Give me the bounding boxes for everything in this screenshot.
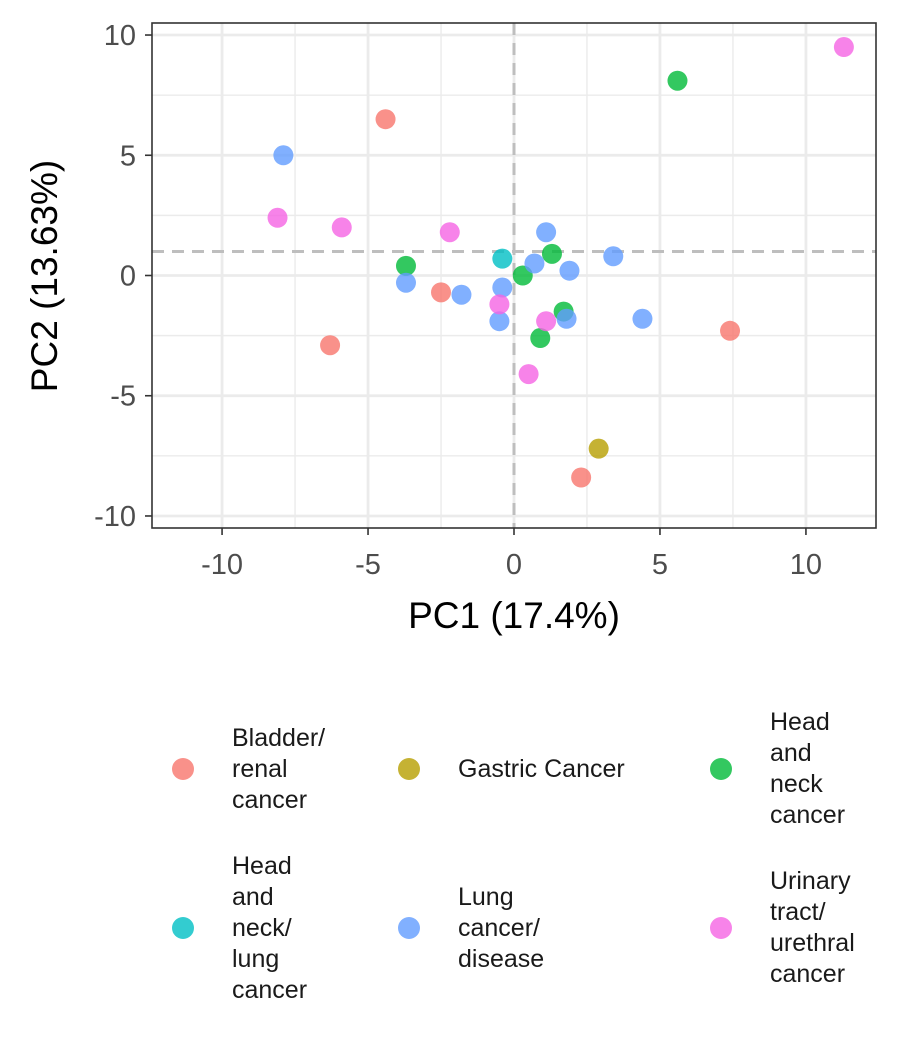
data-point: [492, 248, 513, 269]
legend-label: Head and neck cancer: [770, 708, 846, 829]
legend-key-marker: [172, 917, 194, 939]
y-axis: -10 -5 0 5 10: [94, 20, 152, 533]
data-point: [489, 294, 510, 315]
data-point: [632, 308, 653, 329]
data-point: [331, 217, 352, 238]
legend-label: Head and neck/lung cancer: [232, 851, 308, 1004]
data-point: [720, 320, 741, 341]
data-point: [536, 222, 557, 243]
y-tick-label: 5: [120, 140, 136, 172]
data-point: [603, 246, 624, 267]
y-tick-label: 0: [120, 261, 136, 293]
chart-area: -10 -5 0 5 10 -10 -5 0 5 10 PC1 (17.4%) PC2 (13.…: [24, 20, 877, 636]
data-point: [541, 243, 562, 264]
data-point: [559, 260, 580, 281]
legend-key-marker: [710, 758, 732, 780]
y-tick-label: -10: [94, 501, 136, 533]
data-point: [395, 272, 416, 293]
data-point: [273, 145, 294, 166]
legend-key-marker: [398, 758, 420, 780]
data-point: [556, 308, 577, 329]
x-tick-label: -10: [201, 549, 243, 581]
legend-label: Urinary tract/urethral cancer: [770, 867, 855, 988]
data-point: [489, 311, 510, 332]
legend-key-marker: [172, 758, 194, 780]
data-point: [833, 37, 854, 58]
data-points: [267, 37, 854, 488]
pca-scatter-plot: -10 -5 0 5 10 -10 -5 0 5 10 PC1 (17.4%) PC2 (13.…: [24, 20, 877, 636]
legend-item: Bladder/renal cancer: [172, 723, 325, 816]
data-point: [536, 311, 557, 332]
y-axis-title: PC2 (13.63%): [24, 160, 65, 392]
data-point: [518, 364, 539, 385]
data-point: [439, 222, 460, 243]
data-point: [375, 109, 396, 130]
data-point: [667, 70, 688, 91]
data-point: [571, 467, 592, 488]
data-point: [320, 335, 341, 356]
data-point: [395, 255, 416, 276]
data-point: [267, 207, 288, 228]
x-tick-label: 10: [790, 549, 822, 581]
legend-item: Lung cancer/disease: [398, 882, 544, 975]
x-axis-title: PC1 (17.4%): [408, 595, 620, 636]
legend-key-marker: [710, 917, 732, 939]
legend-item: Head and neck cancer: [710, 707, 845, 831]
data-point: [588, 438, 609, 459]
legend-label: Gastric Cancer: [458, 754, 625, 783]
data-point: [524, 253, 545, 274]
legend-key-marker: [398, 917, 420, 939]
legend-label: Lung cancer/disease: [458, 882, 545, 973]
legend-item: Head and neck/lung cancer: [172, 851, 307, 1006]
y-tick-label: 10: [104, 20, 136, 52]
legend-item: Urinary tract/urethral cancer: [710, 866, 855, 990]
x-axis: -10 -5 0 5 10: [201, 528, 822, 581]
reference-lines: [152, 23, 876, 528]
data-point: [431, 282, 452, 303]
data-point: [530, 328, 551, 349]
x-tick-label: 5: [652, 549, 668, 581]
data-point: [492, 277, 513, 298]
y-tick-label: -5: [110, 381, 136, 413]
x-tick-label: 0: [506, 549, 522, 581]
legend-label: Bladder/renal cancer: [232, 723, 326, 814]
x-tick-label: -5: [355, 549, 381, 581]
data-point: [451, 284, 472, 305]
legend: Bladder/renal cancer Gastric Cancer Head and…: [0, 690, 900, 1030]
legend-item: Gastric Cancer: [398, 754, 625, 785]
